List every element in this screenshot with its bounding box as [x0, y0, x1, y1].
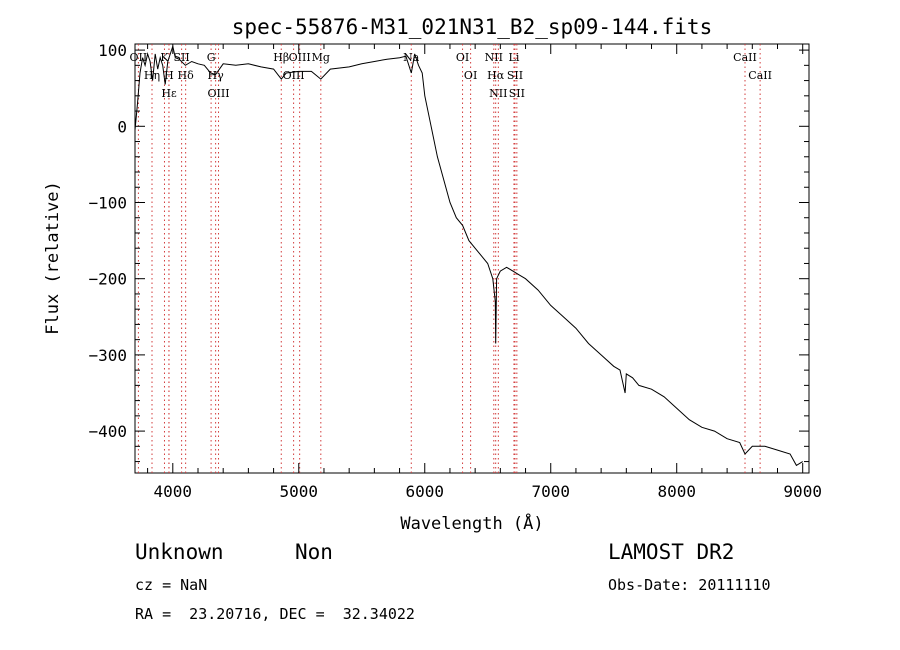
line-label: Hε: [161, 87, 177, 100]
line-label: CaΙΙ: [733, 51, 757, 64]
line-label: Mg: [312, 51, 330, 64]
y-tick-label: 0: [117, 117, 127, 136]
line-markers: [137, 44, 761, 473]
y-tick-label: −100: [88, 193, 127, 212]
plot-frame: [134, 43, 810, 474]
y-axis-label: Flux (relative): [43, 181, 63, 335]
line-label: G: [207, 51, 216, 64]
x-tick-label: 5000: [280, 482, 319, 501]
line-label: OΙΙΙ: [283, 69, 305, 82]
spectral-subclass: Non: [295, 540, 333, 564]
line-label: OΙΙ: [130, 51, 148, 64]
observation-date: Obs-Date: 20111110: [608, 576, 771, 594]
x-tick-label: 4000: [154, 482, 193, 501]
x-axis-ticks: 4000 5000 6000 7000 8000 9000: [147, 44, 822, 501]
x-tick-label: 8000: [657, 482, 696, 501]
line-label: Hα: [487, 69, 505, 82]
line-label: H: [164, 69, 174, 82]
x-axis-label: Wavelength (Å): [400, 512, 543, 534]
y-tick-label: −300: [88, 346, 127, 365]
x-tick-label: 9000: [783, 482, 822, 501]
line-label: OΙ: [456, 51, 469, 64]
line-label: SΙΙ: [173, 51, 189, 64]
y-tick-label: −200: [88, 270, 127, 289]
chart-title: spec-55876-M31_021N31_B2_sp09-144.fits: [232, 15, 712, 39]
line-label: CaΙΙ: [748, 69, 772, 82]
line-label: Hβ: [273, 51, 289, 64]
y-axis-ticks: 100 0 −100 −200 −300 −400: [88, 41, 809, 463]
line-label: SΙΙ: [507, 69, 523, 82]
line-label: Hγ: [208, 69, 225, 82]
line-label: Hδ: [178, 69, 195, 82]
redshift-cz: cz = NaN: [135, 576, 208, 594]
line-label: Li: [509, 51, 520, 64]
line-label: SΙΙ: [509, 87, 525, 100]
line-label: NΙΙ: [489, 87, 507, 100]
line-label: OΙΙΙ: [207, 87, 229, 100]
spectrum-line: [134, 44, 803, 467]
line-label: OΙ: [464, 69, 477, 82]
survey-name: LAMOST DR2: [608, 540, 735, 564]
x-tick-label: 7000: [531, 482, 570, 501]
y-tick-label: −400: [88, 422, 127, 441]
line-label: NΙΙ: [485, 51, 503, 64]
sky-coordinates: RA = 23.20716, DEC = 32.34022: [135, 605, 415, 623]
x-tick-label: 6000: [405, 482, 444, 501]
line-label: K: [160, 51, 169, 64]
spectral-class: Unknown: [135, 540, 224, 564]
line-label: OΙΙΙ: [289, 51, 311, 64]
y-tick-label: 100: [98, 41, 127, 60]
